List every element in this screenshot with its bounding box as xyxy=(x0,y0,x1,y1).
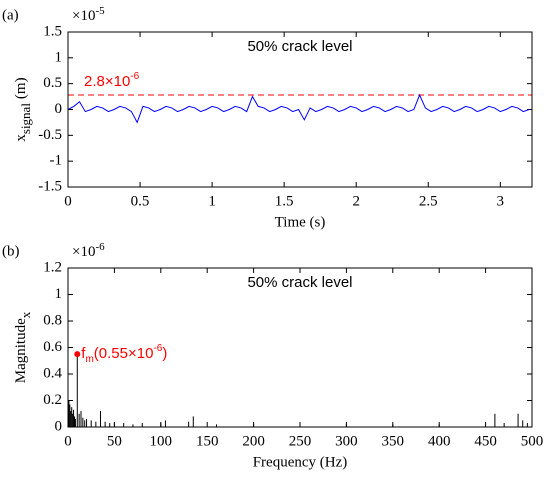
panel-label: (a) xyxy=(2,7,19,23)
x-tick-label: 350 xyxy=(382,433,405,449)
peak-name: f xyxy=(81,345,86,362)
y-tick-label: 0.2 xyxy=(43,392,62,408)
x-tick-label: 300 xyxy=(335,433,358,449)
y-tick-label: 1.5 xyxy=(43,23,62,39)
multiplier-exponent: -6 xyxy=(95,241,105,253)
y-tick-label: 0 xyxy=(55,101,63,117)
x-tick-label: 250 xyxy=(289,433,312,449)
x-tick-label: 3 xyxy=(497,193,505,209)
annotation: 50% crack level xyxy=(247,274,352,291)
axis-multiplier: ×10-6 xyxy=(72,241,105,261)
x-axis-label: Frequency (Hz) xyxy=(253,454,348,470)
y-axis-label: Magnitudex xyxy=(13,311,33,383)
plot-frame xyxy=(67,267,533,428)
x-tick-label: 2.5 xyxy=(419,193,438,209)
x-tick-label: 200 xyxy=(242,433,265,449)
x-tick-label: 1 xyxy=(208,193,216,209)
multiplier-base: ×10 xyxy=(72,8,95,24)
x-tick-label: 500 xyxy=(521,433,544,449)
x-tick-label: 1.5 xyxy=(275,193,294,209)
y-tick-label: 0 xyxy=(55,418,63,434)
threshold-label-exponent: -6 xyxy=(130,71,139,82)
peak-sub: m xyxy=(85,354,93,365)
x-axis-label: Time (s) xyxy=(275,214,326,230)
y-tick-label: 0.4 xyxy=(43,365,62,381)
y-tick-label: -1.5 xyxy=(38,178,62,194)
x-tick-label: 400 xyxy=(428,433,451,449)
y-label-main: Magnitude xyxy=(13,318,29,383)
y-label-sub: x xyxy=(18,311,33,318)
x-tick-label: 50 xyxy=(107,433,122,449)
y-label-main: x xyxy=(13,134,29,142)
x-tick-label: 450 xyxy=(474,433,497,449)
axis-multiplier: ×10-5 xyxy=(72,5,105,25)
y-tick-label: 0.6 xyxy=(43,339,62,355)
y-axis-label: xsignal (m) xyxy=(13,77,33,141)
peak-exponent: -6 xyxy=(153,343,162,354)
peak-marker xyxy=(74,351,81,358)
peak-label: fm(0.55×10-6) xyxy=(81,343,167,365)
x-tick-label: 2 xyxy=(352,193,360,209)
signal-line xyxy=(67,93,530,124)
y-tick-label: 1 xyxy=(55,49,63,65)
peak-close: ) xyxy=(162,345,167,362)
x-tick-label: 0.5 xyxy=(131,193,150,209)
y-tick-label: 0.5 xyxy=(43,75,62,91)
threshold-label-base: 2.8×10 xyxy=(84,73,130,90)
y-label-sub: signal xyxy=(18,103,33,134)
y-tick-label: 0.8 xyxy=(43,312,62,328)
y-tick-label: 1 xyxy=(55,286,63,302)
x-tick-label: 0 xyxy=(64,193,72,209)
multiplier-exponent: -5 xyxy=(95,5,105,17)
y-tick-label: -1 xyxy=(50,153,63,169)
y-tick-label: 1.2 xyxy=(43,259,62,275)
annotation: 50% crack level xyxy=(247,38,352,55)
panel-label: (b) xyxy=(2,243,20,259)
x-tick-label: 150 xyxy=(196,433,219,449)
x-tick-label: 100 xyxy=(150,433,173,449)
y-tick-label: -0.5 xyxy=(38,127,62,143)
multiplier-base: ×10 xyxy=(72,244,95,260)
threshold-label: 2.8×10-6 xyxy=(84,71,140,90)
y-label-unit: (m) xyxy=(13,77,29,99)
peak-text: (0.55×10 xyxy=(94,345,154,362)
plot-frame xyxy=(67,31,533,188)
x-tick-label: 0 xyxy=(64,433,72,449)
